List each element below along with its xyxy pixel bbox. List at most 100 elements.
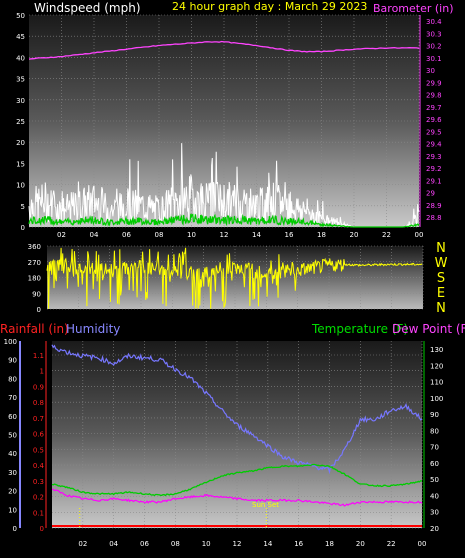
sunset-label: Sun Set — [252, 501, 279, 509]
graph-title: 24 hour graph day : March 29 2023 — [172, 0, 367, 13]
temp-tick-label: 20 — [430, 525, 439, 533]
baro-tick-label: 30 — [426, 67, 435, 75]
lower-x-axis: 02 04 06 08 10 12 14 16 18 20 22 00 — [78, 540, 426, 548]
x-tick-label: 10 — [187, 231, 196, 239]
x-tick-label: 00 — [415, 231, 424, 239]
y-tick-label: 5 — [21, 203, 25, 211]
rain-tick-label: 0.4 — [33, 462, 45, 470]
humidity-tick-label: 40 — [8, 450, 17, 458]
humidity-tick-label: 80 — [8, 375, 17, 383]
x-tick-label: 04 — [90, 231, 99, 239]
baro-tick-label: 30.1 — [426, 55, 442, 63]
x-tick-label: 04 — [109, 540, 118, 548]
baro-tick-label: 29.4 — [426, 141, 442, 149]
baro-tick-label: 29.9 — [426, 79, 442, 87]
humidity-title: Humidity — [66, 322, 120, 336]
temp-tick-label: 90 — [430, 411, 439, 419]
x-tick-label: 16 — [285, 231, 294, 239]
humidity-tick-label: 30 — [8, 469, 17, 477]
humidity-tick-label: 70 — [8, 394, 17, 402]
direction-line — [46, 247, 423, 309]
rain-tick-label: 1 — [40, 368, 44, 376]
x-tick-label: 12 — [233, 540, 242, 548]
y-tick-label: 40 — [16, 54, 25, 62]
y-tick-label: 30 — [16, 97, 25, 105]
temperature-y-axis: 130 120 110 100 90 80 70 60 50 40 30 20 — [423, 341, 443, 533]
temp-tick-label: 50 — [430, 476, 439, 484]
rain-tick-label: 0.3 — [33, 478, 44, 486]
compass-label: S — [437, 271, 445, 286]
humidity-tick-label: 60 — [8, 413, 17, 421]
baro-tick-label: 29.3 — [426, 153, 442, 161]
baro-tick-label: 29 — [426, 190, 435, 198]
x-tick-label: 18 — [317, 231, 326, 239]
baro-tick-label: 29.1 — [426, 177, 442, 185]
temperature-line — [51, 463, 423, 497]
lower-series — [51, 344, 423, 528]
temp-tick-label: 30 — [430, 509, 439, 517]
y-tick-label: 35 — [16, 76, 25, 84]
humidity-tick-label: 90 — [8, 357, 17, 365]
dewpoint-title: Dew Point (F) — [392, 322, 465, 336]
y-tick-label: 25 — [16, 118, 25, 126]
compass-label: E — [437, 286, 445, 301]
x-tick-label: 08 — [155, 231, 164, 239]
baro-tick-label: 30.3 — [426, 30, 442, 38]
temp-tick-label: 60 — [430, 460, 439, 468]
humidity-line — [51, 344, 423, 475]
baro-tick-label: 29.7 — [426, 104, 442, 112]
barometer-y-axis: 30.4 30.3 30.2 30.1 30 29.9 29.8 29.7 29.6 29.5 29… — [419, 15, 442, 227]
compass-label: W — [435, 256, 448, 271]
wind-series — [28, 40, 420, 228]
wind-avg-line — [28, 213, 420, 228]
baro-tick-label: 28.8 — [426, 214, 442, 222]
x-tick-label: 22 — [387, 540, 396, 548]
baro-tick-label: 30.2 — [426, 43, 442, 51]
baro-tick-label: 30.4 — [426, 18, 442, 26]
temp-tick-label: 120 — [430, 362, 443, 370]
x-tick-label: 20 — [356, 540, 365, 548]
y-tick-label: 180 — [28, 275, 41, 283]
y-tick-label: 10 — [16, 182, 25, 190]
humidity-tick-label: 50 — [8, 432, 17, 440]
rain-tick-label: 0.9 — [33, 383, 44, 391]
x-tick-label: 12 — [220, 231, 229, 239]
baro-tick-label: 29.6 — [426, 116, 442, 124]
y-tick-label: 20 — [16, 139, 25, 147]
dewpoint-line — [51, 488, 423, 507]
barometer-title: Barometer (in) — [373, 2, 454, 15]
x-tick-label: 06 — [122, 231, 131, 239]
temp-tick-label: 100 — [430, 395, 443, 403]
barometer-line — [28, 40, 420, 60]
humidity-tick-label: 100 — [4, 338, 17, 346]
rainfall-title: Rainfall (in) — [0, 322, 69, 336]
x-tick-label: 10 — [202, 540, 211, 548]
direction-series — [46, 247, 423, 309]
y-tick-label: 360 — [28, 243, 41, 251]
temperature-title: Temperature (F) — [311, 322, 408, 336]
x-tick-label: 02 — [78, 540, 87, 548]
y-tick-label: 270 — [28, 259, 41, 267]
y-tick-label: 90 — [32, 290, 41, 298]
temp-tick-label: 110 — [430, 379, 443, 387]
temp-tick-label: 40 — [430, 492, 439, 500]
baro-tick-label: 29.5 — [426, 128, 442, 136]
rain-tick-label: 0.8 — [33, 399, 44, 407]
x-tick-label: 18 — [325, 540, 334, 548]
baro-tick-label: 29.2 — [426, 165, 442, 173]
rain-tick-label: 1.1 — [33, 352, 44, 360]
rain-tick-label: 0 — [40, 525, 44, 533]
temp-tick-label: 70 — [430, 444, 439, 452]
y-tick-label: 0 — [21, 224, 25, 232]
rain-tick-label: 0.1 — [33, 509, 44, 517]
y-tick-label: 0 — [37, 306, 41, 314]
x-tick-label: 14 — [252, 231, 261, 239]
humidity-tick-label: 10 — [8, 506, 17, 514]
rainfall-y-axis: 1.1 1 0.9 0.8 0.7 0.6 0.5 0.4 0.3 0.2 0.1 0 — [33, 341, 47, 533]
humidity-tick-label: 20 — [8, 488, 17, 496]
x-tick-label: 08 — [171, 540, 180, 548]
x-tick-label: 00 — [418, 540, 427, 548]
